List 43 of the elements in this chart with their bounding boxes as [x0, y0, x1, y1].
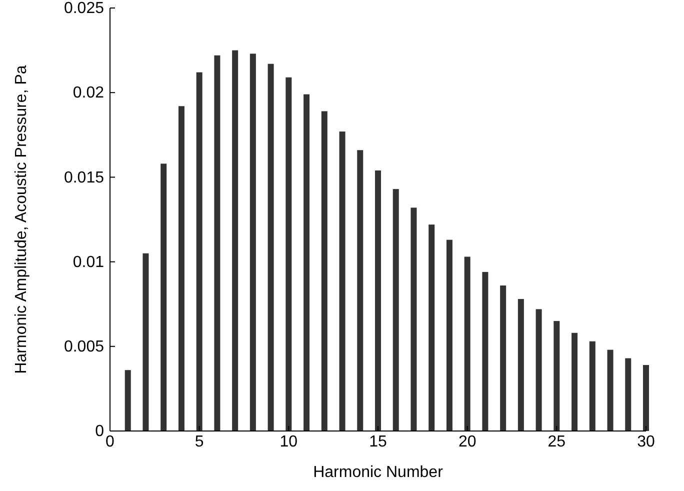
bar — [536, 309, 542, 431]
bar — [268, 64, 274, 431]
x-tick-label: 5 — [194, 433, 204, 450]
x-tick-label: 15 — [369, 433, 387, 450]
bar — [321, 111, 328, 431]
bar — [589, 341, 596, 431]
bar — [196, 72, 202, 431]
bar — [482, 272, 488, 431]
x-tick-label: 20 — [458, 433, 476, 450]
x-tick-label: 10 — [280, 433, 298, 450]
bar — [124, 370, 131, 431]
y-axis-title: Harmonic Amplitude, Acoustic Pressure, Pa — [13, 65, 30, 374]
bar — [250, 54, 256, 431]
y-tick-label: 0.015 — [64, 169, 104, 186]
bar — [554, 321, 560, 431]
bar — [446, 240, 452, 431]
bar — [160, 164, 167, 431]
y-tick-label: 0.02 — [72, 84, 104, 102]
bar — [464, 256, 470, 431]
x-axis-title: Harmonic Number — [313, 464, 444, 481]
bar — [428, 224, 435, 431]
bar — [304, 94, 310, 431]
bar — [178, 106, 184, 431]
bar — [392, 189, 399, 431]
x-tick-label: 25 — [548, 433, 566, 450]
bar — [232, 50, 238, 431]
bar — [500, 285, 506, 431]
y-tick-label: 0.005 — [64, 338, 104, 356]
bar — [518, 299, 524, 431]
bar — [410, 208, 417, 431]
bar — [607, 350, 614, 431]
bar — [214, 55, 220, 431]
bar — [286, 77, 292, 431]
bar — [142, 253, 149, 431]
x-tick-label: 30 — [637, 433, 655, 450]
bar — [572, 332, 578, 431]
bar — [375, 170, 381, 431]
y-tick-label: 0.025 — [64, 0, 104, 18]
bar — [339, 132, 346, 431]
bar — [643, 365, 649, 431]
y-tick-label: 0.01 — [72, 254, 104, 271]
bar — [357, 150, 364, 431]
bar — [625, 358, 632, 431]
